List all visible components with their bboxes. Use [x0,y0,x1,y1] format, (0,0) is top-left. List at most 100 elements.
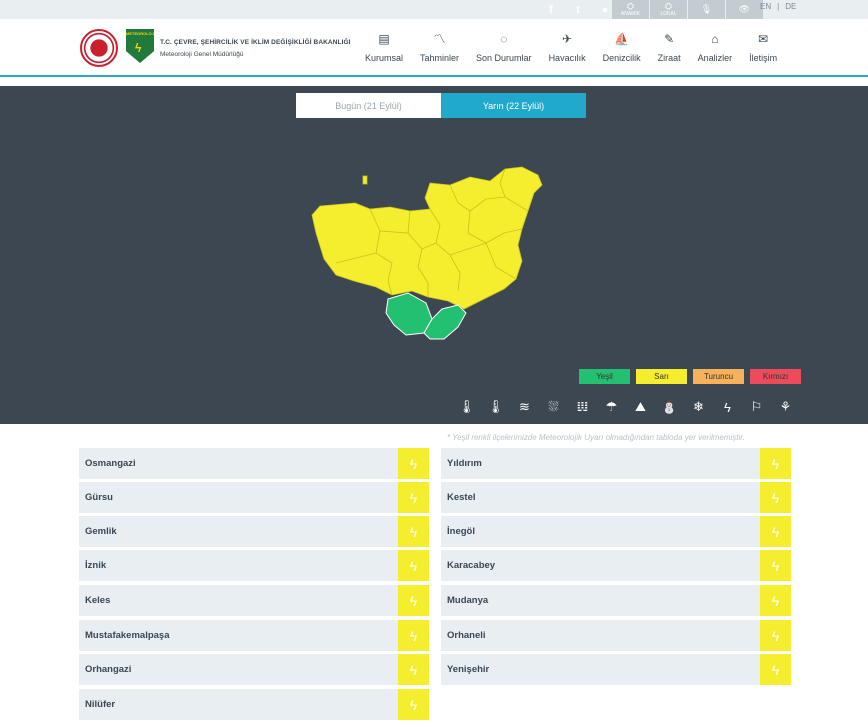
snow-ice-icon[interactable]: ⛄ [661,399,678,414]
district-row[interactable]: İnegöl ϟ [441,516,791,547]
day-tabs: Bugün (21 Eylül) Yarın (22 Eylül) [296,93,586,118]
tab-today[interactable]: Bugün (21 Eylül) [296,93,441,118]
district-row[interactable]: Keles ϟ [79,585,429,616]
district-row[interactable]: Gürsu ϟ [79,482,429,513]
lightning-warning-icon: ϟ [398,482,429,513]
chart-icon: 〽 [433,32,446,46]
nav-label: Kurumsal [365,53,404,63]
map-district-green[interactable] [385,292,433,336]
district-name: İnegöl [447,526,475,537]
nav-tahminler[interactable]: 〽 Tahminler [420,31,459,63]
district-row[interactable]: Orhangazi ϟ [79,654,429,685]
ministry-name: T.C. ÇEVRE, ŞEHİRCİLİK VE İKLİM DEĞİŞİKL… [160,39,351,46]
lightning-warning-icon: ϟ [398,585,429,616]
lightning-warning-icon: ϟ [398,516,429,547]
windsock-icon[interactable]: ⚐ [750,399,763,414]
hot-icon[interactable]: 🌡 [487,399,504,414]
district-name: Karacabey [447,560,496,571]
twitter-icon[interactable]: t [576,3,580,16]
organization-name[interactable]: T.C. ÇEVRE, ŞEHİRCİLİK VE İKLİM DEĞİŞİKL… [160,39,351,58]
nav-ziraat[interactable]: ✎ Ziraat [658,31,681,63]
storm-icon[interactable]: ⛆ [548,399,559,414]
anamik-tile[interactable]: ⛭ ANAMIK [612,0,650,19]
district-name: Gemlik [85,526,117,537]
legend-red: Kırmızı [750,369,801,384]
nav-kurumsal[interactable]: ▤ Kurumsal [365,31,403,63]
nav-havacilik[interactable]: ✈ Havacılık [549,31,586,63]
district-row[interactable]: Mudanya ϟ [441,585,791,616]
meteorology-logo[interactable]: METEOROLOJI ϟ [126,29,154,63]
lang-en-link[interactable]: EN [760,2,772,11]
district-row[interactable]: Gemlik ϟ [79,516,429,547]
nav-denizcilik[interactable]: ⛵ Denizcilik [603,31,641,63]
nav-label: Ziraat [657,53,681,63]
plane-icon: ✈ [562,32,573,46]
map-district-border [335,230,517,280]
lang-separator: | [777,2,780,11]
avalanche-icon[interactable]: ⛰ [635,399,646,414]
map-district-area[interactable] [311,166,543,310]
map-island[interactable] [362,175,368,185]
lightning-warning-icon: ϟ [760,585,791,616]
sailboat-icon: ⛵ [614,32,630,46]
district-name: Yenişehir [447,664,490,675]
district-row[interactable]: Yıldırım ϟ [441,448,791,479]
accessibility-tile[interactable]: 👁 [726,0,764,19]
district-name: Orhangazi [85,664,132,675]
lightning-warning-icon: ϟ [760,620,791,651]
nav-analizler[interactable]: ⌂ Analizler [698,31,733,63]
rain-icon[interactable]: ☂ [605,399,618,414]
main-nav: ▤ Kurumsal 〽 Tahminler ◌ Son Durumlar ✈ … [365,31,794,63]
ministry-logo[interactable] [80,29,118,67]
dust-icon[interactable]: ⚘ [779,399,792,414]
microphone-tile[interactable]: 🎙 [688,0,726,19]
district-row[interactable]: Kestel ϟ [441,482,791,513]
top-utility-bar: f t ● ⛭ ANAMIK ⛭ LOKAL 🎙 👁 EN | DE [0,0,868,19]
district-row[interactable]: Yenişehir ϟ [441,654,791,685]
tab-tomorrow[interactable]: Yarın (22 Eylül) [441,93,586,118]
district-name: Orhaneli [447,630,486,641]
user-icon[interactable]: ● [601,3,609,16]
hazard-filter-bar: 🌡 🌡 ≋ ⛆ 𝍕 ☂ ⛰ ⛄ ❄ ϟ ⚐ ⚘ [452,398,800,416]
province-map [311,166,543,340]
snow-icon[interactable]: ❄ [693,399,704,414]
map-district-border [449,184,529,212]
nav-son-durumlar[interactable]: ◌ Son Durumlar [476,31,532,63]
lightning-icon[interactable]: ϟ [724,399,731,415]
map-district-green[interactable] [423,304,467,340]
tile-label: LOKAL [660,11,677,17]
cold-icon[interactable]: 🌡 [458,399,475,414]
facebook-icon[interactable]: f [549,3,553,16]
lightning-warning-icon: ϟ [398,689,429,720]
district-name: Nilüfer [85,699,116,710]
lang-de-link[interactable]: DE [785,2,797,11]
district-row[interactable]: Mustafakemalpaşa ϟ [79,620,429,651]
warning-note: * Yeşil renkli ilçelerimizde Meteoroloji… [447,433,745,442]
radar-icon: ⛭ [626,1,635,11]
check-circle-icon: ◌ [500,32,508,46]
district-row[interactable]: Orhaneli ϟ [441,620,791,651]
district-row[interactable]: Osmangazi ϟ [79,448,429,479]
legend-green: Yeşil [579,369,630,384]
fog-icon[interactable]: ≋ [519,399,530,414]
directorate-name: Meteoroloji Genel Müdürlüğü [160,51,244,58]
nav-label: Havacılık [548,53,586,63]
wind-icon[interactable]: 𝍕 [576,399,589,414]
lokal-tile[interactable]: ⛭ LOKAL [650,0,688,19]
district-name: İznik [85,560,107,571]
lightning-warning-icon: ϟ [760,448,791,479]
logo-text: METEOROLOJI [126,31,156,36]
lightning-warning-icon: ϟ [760,550,791,581]
district-name: Mustafakemalpaşa [85,630,170,641]
district-row[interactable]: İznik ϟ [79,550,429,581]
lightning-warning-icon: ϟ [398,654,429,685]
map-district-border [499,168,506,198]
district-row[interactable]: Nilüfer ϟ [79,689,429,720]
district-row[interactable]: Karacabey ϟ [441,550,791,581]
nav-iletisim[interactable]: ✉ İletişim [749,31,777,63]
map-district-border [407,210,429,297]
legend-orange: Turuncu [693,369,744,384]
lightning-warning-icon: ϟ [760,516,791,547]
district-name: Gürsu [85,492,113,503]
lightning-warning-icon: ϟ [398,620,429,651]
